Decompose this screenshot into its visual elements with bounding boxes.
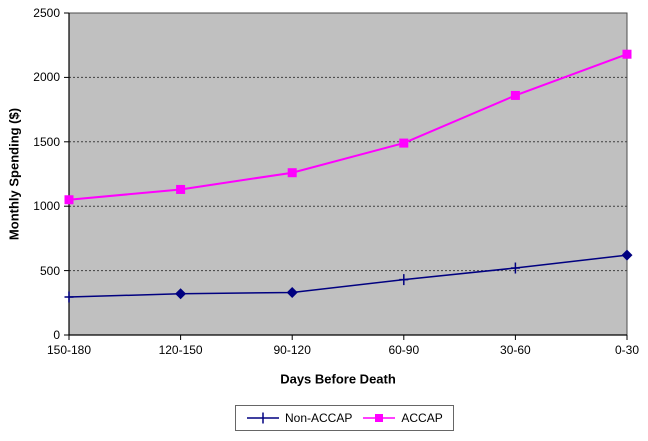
data-point-accap xyxy=(622,49,632,59)
legend-label-accap: ACCAP xyxy=(401,411,443,425)
legend-item-non-accap: Non-ACCAP xyxy=(246,411,352,425)
y-tick-label: 2500 xyxy=(33,6,60,20)
x-tick-label: 60-90 xyxy=(388,343,420,357)
data-point-non-accap xyxy=(175,288,187,300)
plot-background xyxy=(68,12,628,336)
data-point-accap xyxy=(399,138,409,148)
data-point-non-accap xyxy=(286,286,298,298)
series-line-non-accap xyxy=(68,254,628,298)
x-tick-label: 150-180 xyxy=(46,343,92,357)
legend: Non-ACCAP ACCAP xyxy=(235,405,454,431)
non-accap-plus-marker-icon xyxy=(247,412,279,424)
y-tick-label: 1500 xyxy=(33,134,60,149)
accap-square-marker-icon xyxy=(363,414,396,422)
data-point-accap xyxy=(176,184,186,194)
y-tick-label: 1000 xyxy=(33,199,60,214)
y-tick-label: 0 xyxy=(53,328,60,342)
x-tick-label: 120-150 xyxy=(158,343,203,357)
x-axis-title: Days Before Death xyxy=(280,371,396,387)
x-tick-label: 90-120 xyxy=(273,343,311,357)
data-point-accap xyxy=(287,168,297,178)
y-axis-title: Monthly Spending ($) xyxy=(6,107,22,241)
data-point-non-accap xyxy=(621,249,633,261)
legend-label-non-accap: Non-ACCAP xyxy=(285,411,353,425)
y-tick-label: 500 xyxy=(39,263,60,278)
legend-item-accap: ACCAP xyxy=(362,411,443,425)
data-point-accap xyxy=(510,90,520,100)
y-tick-label: 2000 xyxy=(33,70,60,85)
data-point-accap xyxy=(64,195,74,205)
x-tick-label: 30-60 xyxy=(500,343,531,357)
x-tick-label: 0-30 xyxy=(614,343,640,357)
series-line-accap xyxy=(68,53,628,201)
